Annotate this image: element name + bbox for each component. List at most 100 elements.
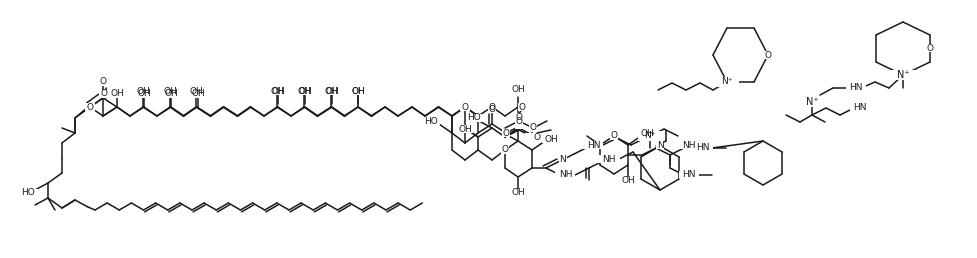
Bar (488, 103, 495, 111)
Bar (488, 105, 495, 113)
Bar (610, 132, 617, 140)
Bar (714, 77, 739, 87)
Bar (323, 87, 340, 95)
Bar (925, 44, 933, 52)
Bar (18, 189, 38, 197)
Bar (515, 113, 523, 121)
Bar (515, 121, 523, 129)
Text: O: O (86, 102, 94, 111)
Text: HO: HO (467, 114, 481, 123)
Bar (554, 171, 574, 179)
Bar (541, 135, 558, 143)
Bar (456, 125, 473, 133)
Text: O: O (515, 112, 522, 122)
Text: O: O (502, 128, 509, 138)
Bar (559, 155, 567, 163)
Bar (582, 141, 603, 149)
Text: HN: HN (586, 141, 600, 149)
Bar (421, 117, 440, 125)
Text: OH: OH (270, 86, 283, 95)
Bar (637, 130, 654, 138)
Text: OH: OH (511, 189, 525, 198)
Text: OH: OH (457, 125, 471, 133)
Text: O: O (461, 102, 468, 111)
Bar (190, 90, 206, 98)
Text: O: O (764, 51, 771, 60)
Bar (509, 86, 526, 94)
Text: OH: OH (640, 130, 654, 139)
Bar (269, 87, 284, 95)
Bar (270, 87, 285, 95)
Text: HN: HN (852, 103, 866, 112)
Text: N⁺: N⁺ (644, 132, 656, 141)
Text: NH: NH (682, 141, 695, 149)
Bar (350, 87, 365, 95)
Text: O: O (488, 104, 495, 114)
Text: OH: OH (137, 90, 150, 99)
Bar (678, 141, 699, 149)
Bar (500, 146, 508, 154)
Bar (501, 129, 509, 137)
Text: HN: HN (682, 171, 695, 180)
Text: OH: OH (351, 86, 364, 95)
Text: NH: NH (559, 171, 573, 180)
Text: OH: OH (110, 90, 124, 99)
Bar (656, 141, 663, 149)
Bar (108, 90, 125, 98)
Text: OH: OH (189, 86, 202, 95)
Text: OH: OH (511, 85, 525, 94)
Text: HN: HN (848, 84, 862, 93)
Text: OH: OH (136, 86, 149, 95)
Text: O: O (515, 117, 522, 126)
Bar (525, 133, 540, 141)
Text: N: N (559, 155, 566, 164)
Bar (85, 103, 95, 111)
Bar (763, 51, 771, 59)
Bar (509, 189, 526, 197)
Bar (135, 87, 150, 95)
Bar (849, 104, 870, 112)
Text: OH: OH (271, 86, 284, 95)
Bar (163, 90, 179, 98)
Bar (322, 87, 339, 95)
Text: O: O (501, 146, 508, 155)
Text: O: O (529, 124, 536, 133)
Text: O: O (925, 44, 932, 52)
Bar (297, 87, 313, 95)
Bar (518, 103, 526, 111)
Bar (637, 131, 661, 141)
Bar (465, 114, 482, 122)
Text: O: O (610, 132, 616, 141)
Text: OH: OH (191, 90, 204, 99)
Text: OH: OH (620, 176, 634, 186)
Text: O: O (100, 77, 106, 86)
Text: O: O (518, 102, 525, 111)
Text: HO: HO (21, 189, 35, 198)
Text: OH: OH (351, 86, 364, 95)
Bar (459, 103, 470, 111)
Bar (296, 87, 312, 95)
Text: HN: HN (696, 143, 709, 152)
Bar (162, 87, 178, 95)
Text: OH: OH (543, 134, 557, 143)
Text: NH: NH (602, 155, 616, 164)
Text: O: O (533, 133, 540, 141)
Bar (595, 155, 619, 163)
Text: N: N (656, 141, 662, 149)
Bar (845, 84, 865, 92)
Text: N⁺: N⁺ (720, 77, 732, 86)
Bar (693, 144, 712, 152)
Bar (99, 90, 106, 98)
Bar (890, 70, 914, 80)
Text: OH: OH (164, 90, 178, 99)
Bar (136, 90, 151, 98)
Text: OH: OH (324, 86, 338, 95)
Text: N⁺: N⁺ (805, 97, 818, 107)
Bar (678, 171, 699, 179)
Text: N⁺: N⁺ (896, 70, 909, 80)
Bar (188, 87, 204, 95)
Bar (350, 87, 365, 95)
Bar (99, 78, 106, 86)
Bar (619, 177, 635, 185)
Text: OH: OH (297, 86, 311, 95)
